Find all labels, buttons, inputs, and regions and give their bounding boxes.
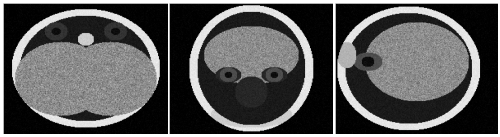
Text: C: C [340, 7, 349, 20]
Text: B: B [174, 7, 184, 20]
Text: A: A [8, 7, 17, 20]
